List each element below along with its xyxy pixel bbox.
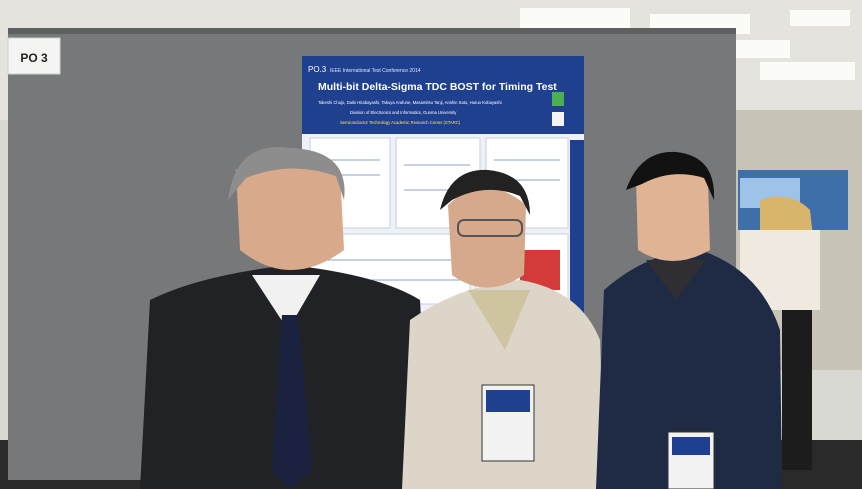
person-right	[596, 151, 782, 489]
background-person	[740, 196, 820, 470]
person-center	[402, 169, 605, 489]
poster-title: Multi-bit Delta-Sigma TDC BOST for Timin…	[318, 81, 557, 93]
poster-conference: IEEE International Test Conference 2014	[330, 68, 421, 74]
poster-number-label: PO 3	[20, 51, 48, 65]
person-left	[140, 147, 430, 489]
poster-division: Division of Electronics and Informatics,…	[350, 110, 457, 115]
poster-header	[302, 56, 584, 134]
poster-id: PO.3	[308, 65, 327, 74]
poster-logo	[552, 92, 564, 106]
poster-number-sign	[7, 37, 61, 75]
poster-institute: Semiconductor Technology Academic Resear…	[340, 120, 461, 125]
poster-authors: Takeshi Chujo, Daiki Hirabayashi, Takuya…	[318, 100, 502, 105]
